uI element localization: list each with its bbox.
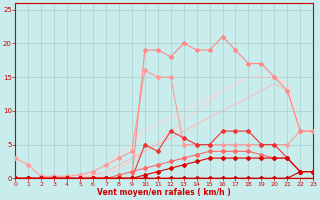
X-axis label: Vent moyen/en rafales ( km/h ): Vent moyen/en rafales ( km/h ) (97, 188, 231, 197)
